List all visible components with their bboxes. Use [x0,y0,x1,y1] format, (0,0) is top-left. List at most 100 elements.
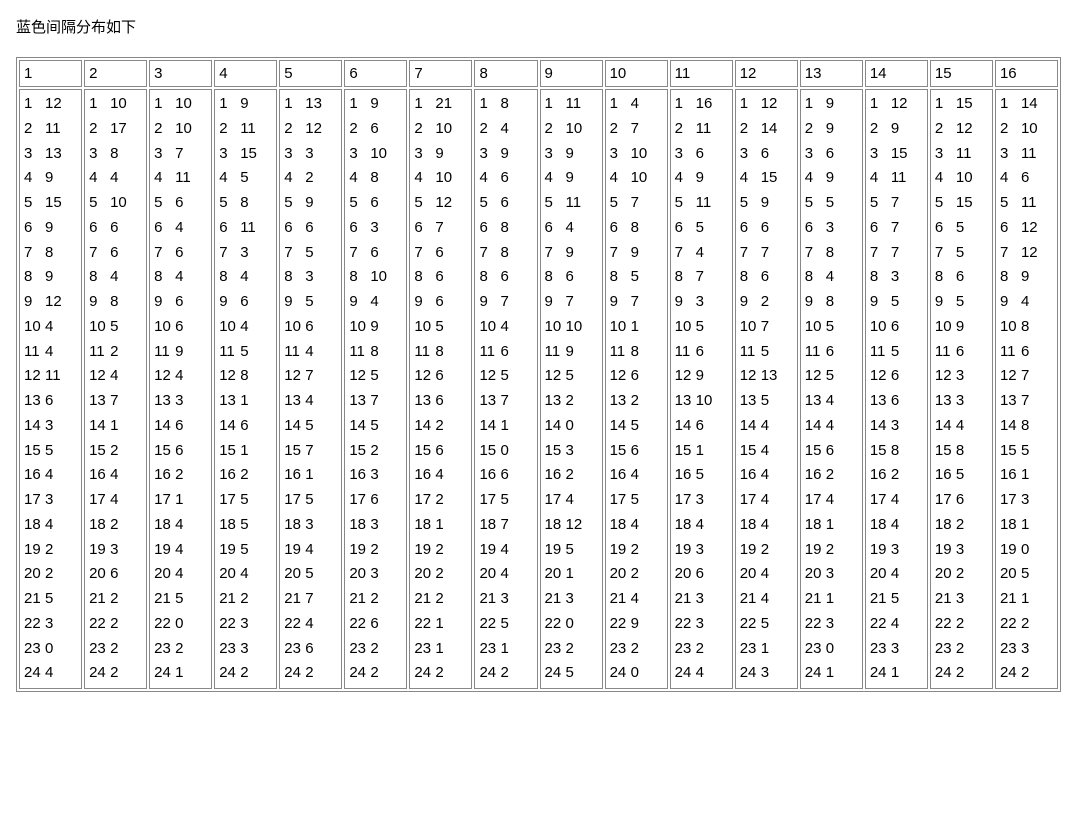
pair-index: 10 [24,315,44,340]
pair-value: 5 [696,463,716,488]
value-pair: 112 [740,92,793,117]
value-pair: 65 [675,216,728,241]
value-pair: 244 [24,661,77,686]
value-pair: 204 [219,562,272,587]
value-pair: 214 [740,117,793,142]
pair-value: 5 [305,414,325,439]
value-pair: 1213 [740,364,793,389]
value-pair: 134 [805,389,858,414]
pair-index: 6 [154,216,174,241]
pair-value: 1 [500,637,520,662]
column-cell: 1929364955637884981051161251341441561621… [800,89,863,689]
pair-index: 3 [935,142,955,167]
value-pair: 1211 [24,364,77,389]
pair-index: 22 [870,612,890,637]
pair-value: 10 [370,265,390,290]
value-pair: 83 [870,265,923,290]
pair-index: 22 [284,612,304,637]
pair-index: 18 [219,513,239,538]
pair-index: 17 [1000,488,1020,513]
pair-value: 6 [110,241,130,266]
pair-value: 5 [826,191,846,216]
value-pair: 171 [154,488,207,513]
pair-index: 24 [610,661,630,686]
value-pair: 222 [89,612,142,637]
pair-index: 4 [154,166,174,191]
value-pair: 77 [870,241,923,266]
value-pair: 201 [545,562,598,587]
pair-index: 24 [740,661,760,686]
column-cell: 1921131545586117384961041151281311461511… [214,89,277,689]
pair-index: 20 [284,562,304,587]
pair-value: 9 [761,191,781,216]
value-pair: 46 [479,166,532,191]
pair-index: 9 [414,290,434,315]
value-pair: 415 [740,166,793,191]
pair-index: 8 [24,265,44,290]
pair-index: 11 [740,340,760,365]
pair-index: 5 [24,191,44,216]
pair-index: 12 [284,364,304,389]
pair-index: 5 [89,191,109,216]
value-pair: 712 [1000,241,1053,266]
value-pair: 174 [870,488,923,513]
pair-index: 3 [349,142,369,167]
value-pair: 212 [89,587,142,612]
value-pair: 232 [935,637,988,662]
pair-index: 21 [24,587,44,612]
pair-value: 2 [110,513,130,538]
value-pair: 162 [219,463,272,488]
column-header: 8 [474,60,537,87]
pair-index: 21 [349,587,369,612]
value-pair: 89 [1000,265,1053,290]
pair-value: 15 [956,191,976,216]
pair-value: 6 [435,265,455,290]
value-pair: 211 [675,117,728,142]
pair-index: 17 [349,488,369,513]
pair-index: 5 [349,191,369,216]
value-pair: 174 [740,488,793,513]
value-pair: 126 [610,364,663,389]
pair-value: 8 [826,241,846,266]
value-pair: 158 [935,439,988,464]
pair-index: 9 [349,290,369,315]
pair-value: 6 [1021,340,1041,365]
value-pair: 223 [805,612,858,637]
pair-index: 22 [414,612,434,637]
value-pair: 213 [675,587,728,612]
value-pair: 242 [349,661,402,686]
pair-value: 7 [631,117,651,142]
value-pair: 136 [414,389,467,414]
pair-value: 1 [826,513,846,538]
pair-index: 8 [545,265,565,290]
pair-value: 6 [175,191,195,216]
value-pair: 166 [479,463,532,488]
pair-value: 3 [370,463,390,488]
pair-index: 7 [610,241,630,266]
pair-value: 3 [370,513,390,538]
pair-index: 3 [89,142,109,167]
pair-index: 19 [935,538,955,563]
pair-index: 3 [870,142,890,167]
pair-index: 22 [479,612,499,637]
pair-index: 21 [675,587,695,612]
pair-index: 5 [1000,191,1020,216]
pair-value: 17 [110,117,130,142]
pair-index: 15 [675,439,695,464]
pair-value: 3 [1021,488,1041,513]
pair-index: 7 [219,241,239,266]
pair-index: 10 [610,315,630,340]
pair-value: 15 [45,191,65,216]
pair-value: 8 [45,241,65,266]
value-pair: 125 [479,364,532,389]
pair-index: 11 [935,340,955,365]
pair-value: 8 [826,290,846,315]
value-pair: 125 [349,364,402,389]
value-pair: 79 [610,241,663,266]
value-pair: 112 [870,92,923,117]
pair-index: 22 [89,612,109,637]
value-pair: 173 [24,488,77,513]
pair-value: 3 [45,414,65,439]
pair-index: 7 [805,241,825,266]
pair-value: 6 [631,439,651,464]
